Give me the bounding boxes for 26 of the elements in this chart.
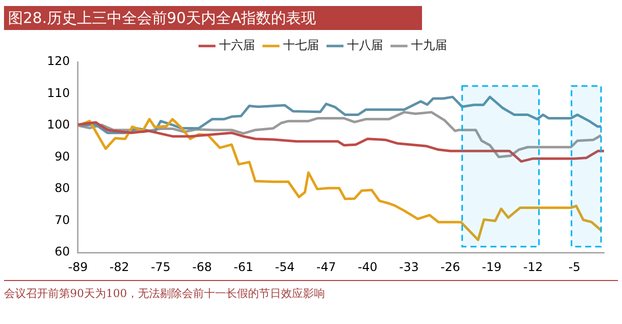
x-tick-label: -5 (568, 260, 580, 274)
x-tick-label: -61 (234, 260, 254, 274)
y-tick-label: 60 (54, 244, 70, 259)
y-tick-label: 110 (47, 86, 70, 100)
legend-label: 十六届 (219, 38, 255, 52)
x-tick-label: -75 (150, 260, 170, 274)
y-tick-label: 70 (54, 212, 70, 227)
legend-label: 十八届 (347, 38, 383, 52)
x-tick-label: -54 (274, 260, 295, 274)
x-tick-label: -68 (192, 260, 212, 274)
x-tick-label: -26 (440, 260, 460, 274)
x-tick-label: -33 (399, 260, 419, 274)
legend-label: 十七届 (283, 38, 319, 52)
x-tick-label: -89 (68, 260, 88, 274)
y-tick-label: 90 (54, 149, 70, 164)
y-tick-label: 120 (47, 54, 70, 68)
x-tick-label: -40 (358, 260, 378, 274)
x-tick-label: -82 (109, 260, 130, 274)
y-tick-label: 100 (47, 118, 70, 132)
legend-label: 十九届 (411, 38, 447, 52)
x-tick-label: -19 (482, 260, 502, 274)
x-tick-label: -12 (523, 260, 543, 274)
chart-title: 图28.历史上三中全会前90天内全A指数的表现 (4, 6, 422, 30)
x-tick-label: -47 (316, 260, 336, 274)
y-tick-label: 80 (54, 181, 70, 196)
text: 会议召开前第90天为100，无法剔除会前十一长假的节日效应影响 (4, 287, 325, 300)
